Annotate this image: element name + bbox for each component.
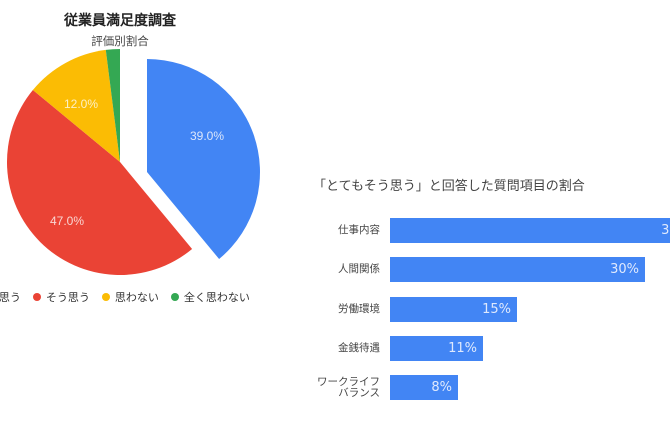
bar-label-line2: バランス [338,386,380,399]
pie-slice-red [6,90,193,275]
legend-item-strongly-disagree[interactable]: 全く思わない [170,289,250,305]
bar: 15% [390,297,517,322]
legend-label: 全く思わない [183,291,250,304]
bar-chart-title: 「とてもそう思う」と回答した質問項目の割合 [313,179,585,194]
pie-slice-yellow [32,49,120,162]
bar: 8% [390,375,458,400]
bar-row-compensation: 金銭待遇 11% [0,336,670,361]
bar-value: 36% [661,223,670,238]
bar-label: ワークライフ バランス [290,375,380,400]
pie-legend: とてもそう思う そう思う 思わない 全く思わない [0,289,250,305]
legend-item-very-agree[interactable]: とてもそう思う [0,289,21,305]
legend-dot-red-icon [32,293,41,301]
bar: 36% [390,218,670,243]
legend-dot-yellow-icon [101,293,110,301]
bar-label: 人間関係 [338,263,380,275]
bar-row-work-environment: 労働環境 15% [0,297,670,322]
bar-label: 仕事内容 [338,224,380,236]
pie-slice-blue [147,59,260,259]
legend-item-agree[interactable]: そう思う [32,289,90,305]
pie-label-blue: 39.0% [190,129,224,143]
bar-row-work-life-balance: ワークライフ バランス 8% [0,375,670,400]
bar-row-relationships: 人間関係 30% [0,257,670,282]
pie-label-yellow: 12.0% [64,97,98,111]
pie-slice-green [105,49,120,162]
bar-value: 15% [482,302,511,317]
bar: 30% [390,257,645,282]
legend-label: 思わない [114,291,159,304]
bar-label: 労働環境 [338,303,380,315]
legend-dot-green-icon [170,293,179,301]
bar-value: 11% [448,341,477,356]
legend-item-disagree[interactable]: 思わない [101,289,159,305]
bar-value: 30% [610,262,639,277]
bar: 11% [390,336,483,361]
pie-chart: 39.0% 47.0% 12.0% [6,49,260,275]
legend-label: そう思う [45,291,90,304]
legend-label: とてもそう思う [0,291,21,304]
pie-chart-subtitle: 評価別割合 [91,34,149,48]
bar-row-job-content: 仕事内容 36% [0,218,670,243]
bar-label-line1: ワークライフ [317,375,380,388]
pie-label-red: 47.0% [50,214,84,228]
bar-value: 8% [431,380,452,395]
pie-chart-title: 従業員満足度調査 [64,13,176,29]
bar-label: 金銭待遇 [338,342,380,354]
